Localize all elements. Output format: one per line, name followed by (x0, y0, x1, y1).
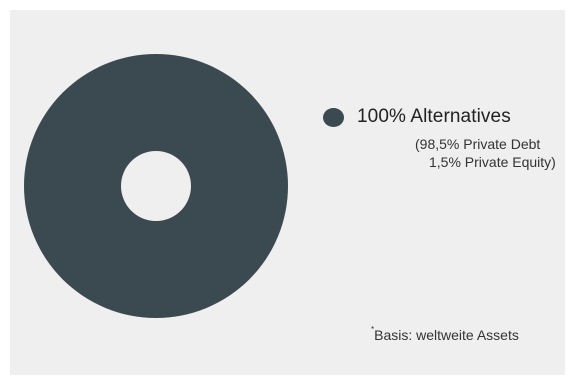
breakdown-private-debt: (98,5% Private Debt (415, 136, 541, 152)
footnote: *Basis: weltweite Assets (371, 325, 519, 343)
legend-label: 100% Alternatives (357, 106, 511, 127)
pie-slice-0 (24, 54, 288, 318)
legend-item: 100% Alternatives (323, 105, 563, 129)
legend: 100% Alternatives (98,5% Private Debt 1,… (323, 105, 563, 170)
footnote-text: Basis: weltweite Assets (374, 327, 519, 343)
donut-chart (24, 54, 288, 318)
legend-swatch (323, 107, 344, 127)
chart-panel: 100% Alternatives (98,5% Private Debt 1,… (10, 10, 565, 375)
footnote-mark: * (371, 325, 375, 335)
legend-breakdown: (98,5% Private Debt 1,5% Private Equity) (415, 135, 556, 171)
breakdown-private-equity: 1,5% Private Equity) (429, 154, 556, 170)
